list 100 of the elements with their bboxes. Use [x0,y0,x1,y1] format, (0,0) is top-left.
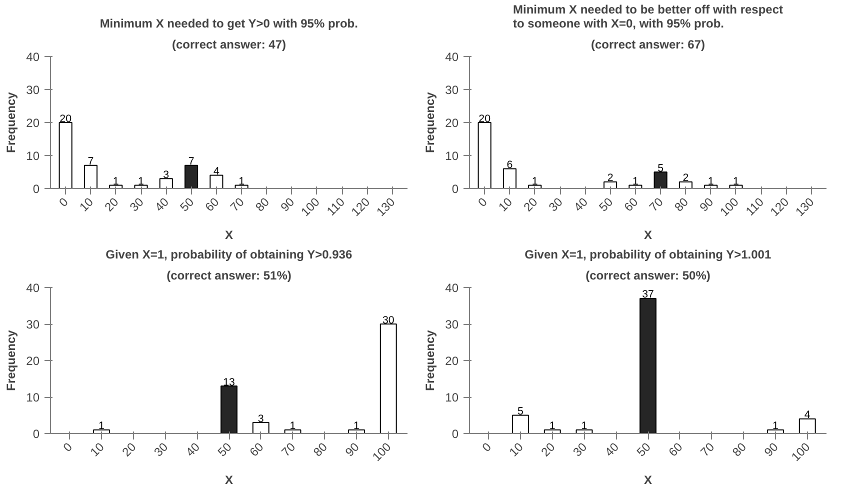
x-tick-label: 0 [475,194,490,210]
data-label: 4 [804,409,810,422]
y-axis-title: Frequency [4,92,18,153]
data-label: 2 [607,172,614,184]
data-label: 20 [60,112,72,125]
data-label: 1 [138,176,144,188]
x-tick-label: 0 [479,440,494,455]
x-tick-label: 30 [570,440,590,460]
y-tick-label: 10 [26,149,40,163]
x-tick-label: 70 [228,194,248,214]
x-axis-title: X [225,473,234,488]
data-label: 1 [549,420,556,432]
y-axis-title: Frequency [4,330,18,391]
y-tick-label: 20 [445,116,459,130]
y-tick-label: 0 [32,427,40,441]
y-tick-label: 40 [26,281,40,295]
data-label: 37 [642,288,654,301]
x-tick-label: 100 [298,194,323,219]
x-tick-label: 0 [60,440,76,455]
x-tick-label: 90 [342,440,362,460]
data-label: 1 [581,420,588,432]
x-axis-title: X [644,473,652,488]
data-label: 6 [506,159,513,172]
x-tick-label: 130 [792,194,817,219]
x-tick-label: 30 [126,194,147,214]
data-label: 1 [708,176,714,188]
y-tick-label: 0 [452,427,459,441]
x-tick-label: 20 [102,194,122,214]
x-tick-label: 110 [324,194,348,218]
x-tick-label: 80 [730,440,750,460]
x-tick-label: 130 [374,194,398,219]
data-label: 1 [733,176,740,188]
x-tick-label: 60 [621,194,641,214]
data-label: 5 [658,162,664,174]
y-tick-label: 30 [26,318,40,332]
chart-subtitle: (correct answer: 51%) [166,268,292,282]
x-tick-label: 30 [546,194,566,214]
data-label: 1 [632,176,638,188]
x-tick-label: 0 [56,194,72,210]
x-tick-label: 30 [151,440,171,460]
x-tick-label: 70 [646,194,666,214]
x-tick-label: 40 [152,194,172,214]
data-label: 20 [478,112,491,125]
data-label: 1 [112,176,119,188]
chart-subtitle: (correct answer: 67) [590,38,706,52]
data-label: 1 [532,176,538,188]
x-tick-label: 40 [602,440,622,460]
x-tick-label: 100 [788,440,813,464]
x-tick-label: 40 [183,440,203,460]
x-tick-label: 10 [87,440,108,460]
x-tick-label: 120 [768,194,792,219]
chart-title: Given X=1, probability of obtaining Y>0.936 [106,248,352,262]
data-label: 3 [163,168,170,181]
x-axis-title: X [225,228,234,242]
data-label: 3 [258,412,264,425]
data-label: 4 [213,166,220,178]
y-tick-label: 30 [445,318,459,332]
x-tick-label: 90 [761,440,782,460]
x-tick-label: 50 [596,194,616,214]
x-tick-label: 110 [743,194,767,218]
x-tick-label: 60 [246,440,266,460]
data-label: 1 [354,420,360,432]
data-label: 30 [382,314,394,326]
data-label: 2 [682,172,689,184]
y-axis-title: Frequency [423,92,438,153]
x-tick-label: 90 [278,194,298,214]
x-tick-label: 120 [348,194,373,219]
x-tick-label: 50 [634,440,654,460]
x-tick-label: 20 [520,194,540,214]
y-tick-label: 20 [26,116,40,130]
y-tick-label: 10 [26,390,40,404]
x-tick-label: 90 [696,194,716,214]
chart-title: Minimum X needed to get Y>0 with 95% prob. [100,16,358,30]
y-tick-label: 20 [26,354,40,368]
data-label: 13 [223,376,235,388]
y-tick-label: 0 [32,182,40,196]
chart-title: Given X=1, probability of obtaining Y>1.001 [524,248,772,262]
x-tick-label: 10 [496,194,516,214]
chart-subtitle: (correct answer: 50%) [586,268,710,282]
y-tick-label: 0 [452,182,459,196]
x-tick-label: 20 [538,440,558,460]
y-axis-title: Frequency [423,330,438,391]
x-tick-label: 10 [76,194,96,214]
data-label: 7 [188,156,194,168]
x-tick-label: 100 [370,440,394,464]
x-tick-label: 50 [214,440,235,460]
x-tick-label: 20 [119,440,139,460]
data-label: 1 [772,420,779,432]
x-tick-label: 10 [506,440,526,460]
y-tick-label: 10 [445,390,459,404]
x-axis-title: X [644,228,652,242]
y-tick-label: 30 [26,83,40,97]
x-tick-label: 40 [571,194,591,214]
y-tick-label: 30 [445,83,459,97]
x-tick-label: 60 [666,440,686,460]
x-tick-label: 60 [202,194,222,214]
chart-title: Minimum X needed to be better off with respect to someone with X=0, with 95% prob. [512,2,784,30]
y-tick-label: 20 [445,354,459,368]
y-tick-label: 10 [445,149,459,163]
x-tick-label: 100 [717,194,742,219]
